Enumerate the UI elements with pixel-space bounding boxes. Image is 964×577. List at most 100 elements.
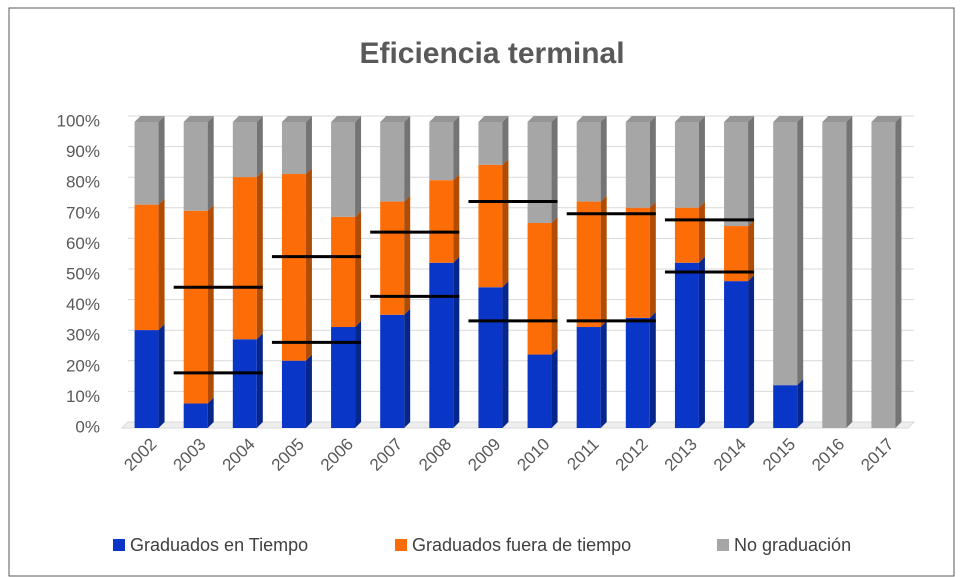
bar-top — [380, 116, 411, 122]
bar-side — [305, 168, 312, 361]
x-tick-label: 2015 — [759, 435, 799, 475]
bar-side — [649, 201, 656, 318]
bar-side — [453, 116, 460, 181]
bar — [429, 122, 454, 181]
y-tick-label: 10% — [66, 387, 100, 406]
bar-top — [478, 116, 509, 122]
x-tick-label: 2002 — [120, 435, 160, 475]
bar-side — [748, 220, 755, 282]
bar — [674, 207, 699, 263]
legend-swatch — [717, 539, 729, 551]
bar-top — [822, 116, 853, 122]
x-tick-label: 2003 — [170, 435, 210, 475]
bar-side — [600, 195, 607, 328]
bar — [478, 164, 503, 288]
bar-top — [527, 116, 558, 122]
bar-top — [674, 116, 705, 122]
bar — [134, 330, 159, 428]
bar — [429, 180, 454, 263]
legend-label: No graduación — [734, 535, 851, 555]
bar — [232, 339, 257, 428]
bar — [724, 122, 749, 227]
bar-side — [207, 204, 214, 404]
bar — [773, 122, 798, 386]
x-tick-label: 2016 — [808, 435, 848, 475]
y-tick-label: 100% — [57, 111, 100, 130]
bar — [724, 281, 749, 428]
bar-side — [600, 321, 607, 428]
bar-side — [453, 174, 460, 263]
bar — [134, 122, 159, 205]
bar — [331, 216, 356, 328]
bar-side — [404, 195, 411, 315]
x-tick-label: 2009 — [464, 435, 504, 475]
y-tick-label: 60% — [66, 234, 100, 253]
bar-side — [895, 116, 902, 428]
bar — [527, 122, 552, 223]
bar-side — [207, 397, 214, 428]
bar — [134, 204, 159, 331]
bar-top — [625, 116, 656, 122]
bar-side — [600, 116, 607, 202]
y-tick-label: 30% — [66, 326, 100, 345]
bar-top — [232, 116, 263, 122]
x-tick-label: 2004 — [219, 435, 259, 475]
bar — [183, 403, 208, 428]
bar-side — [305, 116, 312, 175]
bar — [331, 327, 356, 428]
bar-top — [429, 116, 460, 122]
y-tick-label: 50% — [66, 264, 100, 283]
y-tick-label: 40% — [66, 295, 100, 314]
bar-side — [748, 116, 755, 227]
chart-border — [8, 7, 955, 577]
bar — [478, 287, 503, 428]
bar-side — [305, 354, 312, 428]
bar — [183, 210, 208, 404]
bar-side — [551, 348, 558, 428]
x-tick-label: 2011 — [563, 435, 602, 474]
bar-side — [698, 116, 705, 208]
bar-side — [698, 201, 705, 263]
bar-side — [355, 321, 362, 428]
bar — [527, 222, 552, 355]
bar — [380, 314, 405, 428]
bar — [625, 317, 650, 428]
bar — [331, 122, 356, 217]
bar-side — [355, 116, 362, 217]
y-tick-label: 70% — [66, 203, 100, 222]
bar — [281, 174, 306, 361]
x-tick-label: 2017 — [857, 435, 897, 475]
bar-side — [502, 158, 509, 288]
bar — [822, 122, 847, 428]
x-tick-label: 2014 — [710, 435, 750, 475]
legend-label: Graduados en Tiempo — [130, 535, 308, 555]
bar-top — [773, 116, 804, 122]
bar-side — [453, 256, 460, 428]
bar — [281, 122, 306, 175]
bar-top — [183, 116, 214, 122]
bar — [625, 207, 650, 318]
bar-side — [256, 333, 263, 428]
bar — [281, 360, 306, 428]
x-tick-label: 2010 — [513, 435, 553, 475]
x-tick-label: 2005 — [268, 435, 308, 475]
bar-side — [502, 281, 509, 428]
bar — [429, 262, 454, 428]
bar-side — [256, 171, 263, 340]
bar-side — [698, 256, 705, 428]
bar-top — [871, 116, 902, 122]
bar — [674, 122, 699, 208]
bar-side — [256, 116, 263, 178]
y-tick-label: 90% — [66, 142, 100, 161]
x-tick-label: 2007 — [366, 435, 406, 475]
legend-swatch — [113, 539, 125, 551]
bar — [232, 177, 257, 340]
bar-side — [158, 198, 165, 331]
bar-side — [551, 216, 558, 355]
y-tick-label: 80% — [66, 173, 100, 192]
bar-side — [404, 308, 411, 428]
bar-side — [502, 116, 509, 165]
bar — [232, 122, 257, 178]
y-tick-label: 20% — [66, 356, 100, 375]
